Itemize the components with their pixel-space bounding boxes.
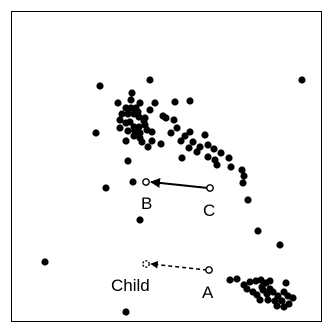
scatter-dot xyxy=(217,149,225,157)
scatter-dot xyxy=(289,294,297,302)
scatter-dot xyxy=(114,99,122,107)
scatter-dot xyxy=(186,97,194,105)
scatter-dot xyxy=(167,129,175,137)
scatter-dot xyxy=(130,132,138,140)
scatter-dot xyxy=(244,196,252,204)
scatter-dot xyxy=(124,157,132,165)
scatter-dot xyxy=(178,154,186,162)
scatter-dot xyxy=(148,128,156,136)
scatter-dot xyxy=(146,106,154,114)
scatter-dot xyxy=(148,137,156,145)
label-child: Child xyxy=(111,276,150,295)
scatter-dot xyxy=(96,82,104,90)
scatter-points xyxy=(41,76,306,316)
scatter-dot xyxy=(171,98,179,106)
scatter-dot xyxy=(127,104,135,112)
scatter-dot xyxy=(173,124,181,132)
scatter-dot xyxy=(213,161,221,169)
scatter-dot xyxy=(140,117,148,125)
frame-border xyxy=(11,11,322,322)
scatter-dot xyxy=(144,143,152,151)
scatter-dot xyxy=(118,110,126,118)
scatter-dot xyxy=(298,76,306,84)
scatter-dot xyxy=(246,278,254,286)
scatter-dot xyxy=(264,296,272,304)
scatter-dot xyxy=(181,132,189,140)
scatter-dot xyxy=(136,129,144,137)
scatter-dot xyxy=(227,163,235,171)
scatter-dot xyxy=(134,108,142,116)
scatter-dot xyxy=(225,154,233,162)
scatter-dot xyxy=(258,283,266,291)
point-child-marker xyxy=(142,260,150,268)
scatter-dot xyxy=(243,285,251,293)
scatter-dot xyxy=(151,99,159,107)
scatter-dot xyxy=(41,258,49,266)
scatter-dot xyxy=(185,144,193,152)
scatter-dot xyxy=(266,277,274,285)
scatter-dot xyxy=(138,138,146,146)
scatter-dot xyxy=(186,128,194,136)
point-c-marker xyxy=(206,184,214,192)
scatter-dot xyxy=(136,99,144,107)
scatter-dot xyxy=(116,124,124,132)
scatter-dot xyxy=(238,166,246,174)
scatter-dot xyxy=(122,137,130,145)
scatter-dot xyxy=(204,153,212,161)
scatter-dot xyxy=(210,145,218,153)
scatter-dot xyxy=(256,296,264,304)
scatter-dot xyxy=(170,116,178,124)
arrow-a-to-child xyxy=(150,260,208,271)
scatter-dot xyxy=(122,308,130,316)
scatter-dot xyxy=(239,179,247,187)
arrow-c-to-b xyxy=(150,177,209,189)
scatter-dot xyxy=(204,141,212,149)
scatter-dot xyxy=(201,131,209,139)
scatter-dot xyxy=(162,114,170,122)
scatter-dot xyxy=(127,96,135,104)
scatter-dot xyxy=(240,172,248,180)
scatter-dot xyxy=(116,116,124,124)
scatter-dot xyxy=(189,138,197,146)
scatter-dot xyxy=(122,104,130,112)
point-b-marker xyxy=(142,178,150,186)
scatter-dot xyxy=(226,276,234,284)
point-a-marker xyxy=(205,266,213,274)
scatter-dot xyxy=(128,89,136,97)
scatter-dot xyxy=(146,76,154,84)
label-c: C xyxy=(203,201,215,220)
scatter-dot xyxy=(157,140,165,148)
scatter-dot xyxy=(233,275,241,283)
label-a: A xyxy=(202,283,214,302)
scatter-dot xyxy=(92,129,100,137)
scatter-dot xyxy=(278,297,286,305)
scatter-dot xyxy=(124,127,132,135)
scatter-dot xyxy=(273,302,281,310)
scatter-dot xyxy=(193,148,201,156)
scatter-dot xyxy=(129,178,137,186)
scatter-dot xyxy=(280,303,288,311)
scatter-dot xyxy=(276,241,284,249)
label-b: B xyxy=(141,194,152,213)
scatter-dot xyxy=(102,184,110,192)
scatter-dot xyxy=(254,227,262,235)
scatter-dot xyxy=(282,279,290,287)
scatter-dot xyxy=(122,119,130,127)
scatter-dot xyxy=(177,137,185,145)
scatter-dot xyxy=(266,285,274,293)
scatter-dot xyxy=(124,110,132,118)
scatter-dot xyxy=(136,216,144,224)
